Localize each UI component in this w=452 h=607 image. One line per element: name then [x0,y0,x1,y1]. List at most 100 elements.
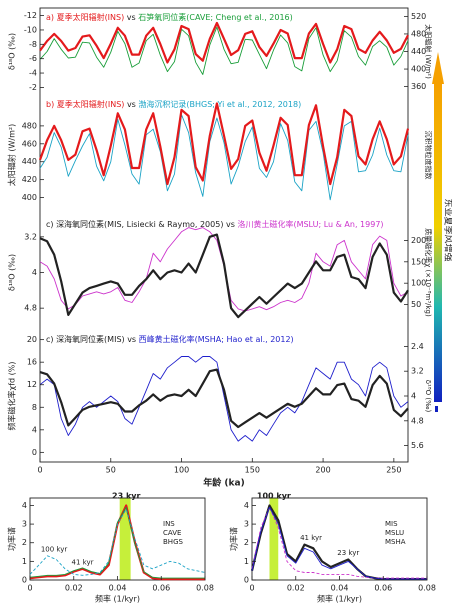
y-tick-label: -4 [29,69,37,78]
series-line [39,233,409,319]
x-axis-label: 频率 (1/kyr) [317,594,362,604]
y-tick-label: 4 [411,392,416,401]
series-line [39,21,409,64]
y-tick-label: -10 [24,25,37,34]
y-tick-label: 4 [32,425,37,434]
y-tick-label: 440 [411,47,426,56]
y-tick-label: 0 [22,576,27,585]
peak-label: 100 kyr [257,492,291,501]
y-tick-label: 2.4 [411,342,424,351]
series-line [38,102,410,186]
y-tick-label: -8 [29,40,37,49]
x-tick-label: 150 [245,466,260,475]
x-tick-label: 0.08 [196,584,214,593]
title-part: 西峰黄土磁化率(MSHA; Hao et al., 2012) [139,334,294,344]
y-tick-label: 5.6 [411,441,424,450]
y-axis-label: 功率谱 [7,527,17,551]
y-tick-label: 480 [22,121,37,130]
legend-entry: BHGS [163,538,183,546]
y2-axis-label: 质量磁化率χ (×10⁻⁸m³/kg) [424,228,433,317]
y-tick-label: 1 [22,557,27,566]
title-part: c) 深海氧同位素(MIS, Lisiecki & Raymo, 2005) [46,219,223,229]
peak-label: 23 kyr [112,492,140,501]
arrow-bar [434,84,442,402]
y-tick-label: 16 [27,358,37,367]
x-tick-label: 200 [315,466,330,475]
y-tick-label: 400 [411,65,426,74]
x-tick-label: 0.06 [152,584,170,593]
x-tick-label: 0.02 [65,584,83,593]
series-line [29,506,205,579]
x-tick-label: 0 [37,466,42,475]
x-tick-label: 0.04 [331,584,349,593]
panel-title: c) 深海氧同位素(MIS) vs 西峰黄土磁化率(MSHA; Hao et a… [46,334,294,344]
legend-entry: MSLU [385,529,404,537]
series-line [29,508,206,576]
y-tick-label: -6 [29,54,37,63]
x-tick-label: 0.08 [418,584,436,593]
series-line [251,506,427,579]
highlight-band [119,498,131,580]
y-axis-label: δ¹⁸O (‰) [8,254,17,291]
title-part: 石笋氧同位素(CAVE; Cheng et al., 2016) [138,12,293,22]
y-tick-label: 12 [27,380,37,389]
series-line [251,506,427,580]
y-tick-label: 200 [411,236,426,245]
peak-label: 100 kyr [41,545,68,553]
y-tick-label: 4 [32,268,37,277]
main-frame [39,7,409,463]
y-tick-label: 3 [22,520,27,529]
title-part: vs [223,220,237,229]
y-tick-label: 2 [244,538,249,547]
y-tick-label: 4.8 [24,304,37,313]
y-tick-label: 3.2 [24,232,37,241]
y-tick-label: 2 [22,538,27,547]
title-part: b) 夏季太阳辐射(INS) [46,99,124,109]
arrow-head [432,52,444,84]
x-tick-label: 250 [386,466,401,475]
x-tick-label: 0.04 [109,584,127,593]
highlight-band [269,498,279,580]
y-tick-label: 150 [411,257,426,266]
x-tick-label: 0 [27,584,32,593]
y-tick-label: 4 [22,501,27,510]
x-tick-label: 0 [249,584,254,593]
y-tick-label: 400 [22,193,37,202]
y-tick-label: 50 [411,300,421,309]
y-tick-label: 520 [411,12,426,21]
y2-axis-label: 太阳辐射 (W/m²) [424,24,433,79]
x-tick-label: 0.02 [287,584,305,593]
y-axis-label: 频率磁化率χfd (%) [7,362,17,431]
arrow-tail [435,406,438,412]
title-part: 渤海沉积记录(BHGS; Yi et al., 2012, 2018) [138,99,301,109]
title-part: 洛川黄土磁化率(MSLU; Lu & An, 1997) [237,219,383,229]
peak-label: 41 kyr [300,534,322,542]
y-tick-label: 460 [22,139,37,148]
panel-title: a) 夏季太阳辐射(INS) vs 石笋氧同位素(CAVE; Cheng et … [46,12,293,22]
legend-entry: INS [163,520,175,528]
y-tick-label: -2 [29,83,37,92]
y-tick-label: 8 [32,403,37,412]
title-part: a) 夏季太阳辐射(INS) [46,12,124,22]
x-axis-label: 频率 (1/kyr) [95,594,140,604]
title-part: vs [125,335,139,344]
title-part: vs [124,100,138,109]
panel-title: c) 深海氧同位素(MIS, Lisiecki & Raymo, 2005) v… [46,219,384,229]
y-tick-label: -12 [24,11,37,20]
y2-axis-label: δ¹⁸O (‰) [424,380,432,413]
x-tick-label: 100 [174,466,189,475]
y-tick-label: 20 [27,335,37,344]
y-tick-label: 4.8 [411,416,424,425]
series-line [39,114,409,201]
y-tick-label: 1 [244,557,249,566]
title-part: c) 深海氧同位素(MIS) [46,334,125,344]
y-tick-label: 360 [411,82,426,91]
y-tick-label: 100 [411,279,426,288]
x-tick-label: 50 [106,466,116,475]
series-line [39,368,409,429]
y-axis-label: 功率谱 [229,527,239,551]
x-axis-label: 年龄 (ka) [203,477,244,489]
panel-title: b) 夏季太阳辐射(INS) vs 渤海沉积记录(BHGS; Yi et al.… [46,99,301,109]
